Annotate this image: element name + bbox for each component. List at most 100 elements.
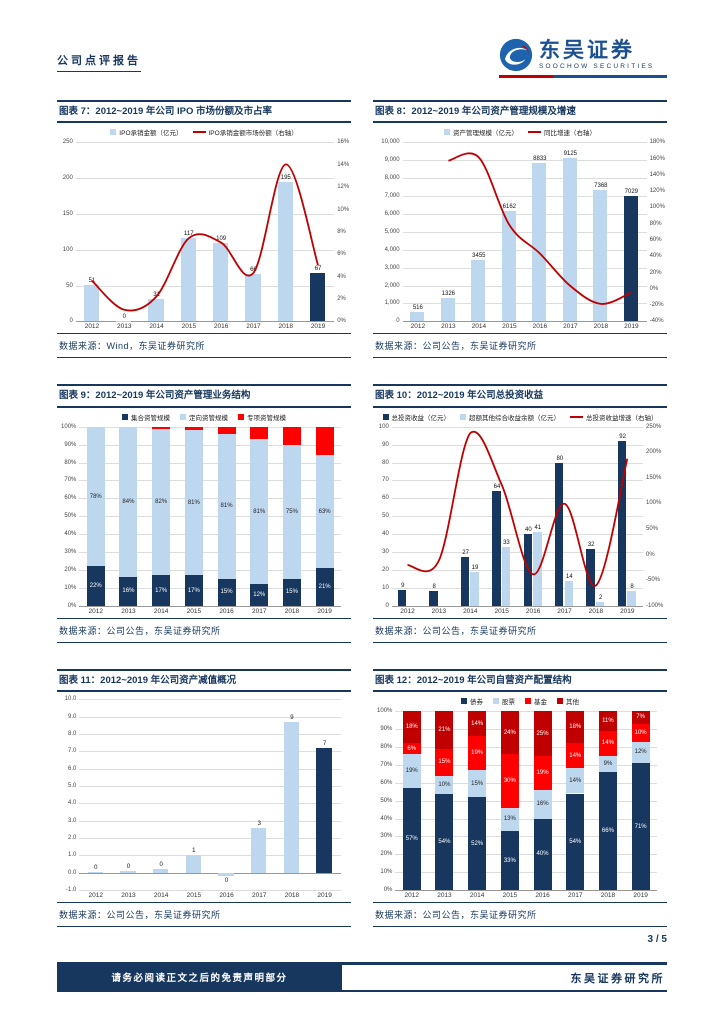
stacked-bar-segment (152, 428, 171, 576)
gridline (79, 890, 341, 892)
gridline (79, 716, 341, 718)
legend-line-swatch (570, 415, 583, 418)
x-axis-label: 2017 (557, 607, 572, 615)
chart-block-10: 图表 10：2012~2019 年公司总投资收益 总投资收益（亿元） 超额其他综合… (373, 384, 667, 643)
gridline (402, 196, 647, 198)
stacked-bar-segment (217, 578, 236, 606)
bar-value-label: 0 (122, 314, 126, 321)
bar (595, 602, 605, 606)
stacked-bar-segment (119, 577, 138, 606)
gridline (79, 426, 341, 428)
x-axis-label: 2012 (410, 323, 426, 331)
gridline (75, 213, 335, 215)
x-axis-label: 2018 (284, 607, 300, 615)
chart-plot: 0 50 100 150 200 250 0% 2% 4% 6% 8% 10% 12% 14% 16% 201… (59, 137, 349, 333)
chart-plot: 0% 10% 20% 30% 40% 50% 60% 70% 80% 90% 100% 2012 201… (59, 422, 349, 618)
gridline (79, 855, 341, 857)
y-axis-label: 60 (382, 495, 389, 502)
y-axis-label: 5.0 (68, 782, 77, 789)
x-axis-label: 2019 (310, 323, 326, 331)
legend-swatch (382, 413, 389, 420)
x-axis-label: 2012 (400, 607, 415, 615)
gridline (391, 444, 643, 446)
y-axis-label: 10.0 (64, 696, 77, 703)
x-axis-label: 2016 (213, 323, 229, 331)
legend-item: 股票 (493, 696, 515, 706)
stacked-bar-segment (217, 426, 236, 434)
y2-axis-label: -40% (649, 318, 664, 325)
legend-item: 债券 (461, 696, 483, 706)
legend-swatch (557, 698, 563, 705)
x-axis-label: 2015 (186, 607, 202, 615)
segment-label: 15% (471, 780, 484, 787)
gridline (395, 836, 657, 838)
y-axis-label: 10,000 (381, 139, 400, 146)
x-axis-label: 2014 (469, 892, 485, 900)
legend-item: 总投资收益（亿元） (382, 412, 450, 422)
brand-name-en: SOOCHOW SECURITIES (539, 63, 655, 70)
chart-title-7: 图表 7：2012~2019 年公司 IPO 市场份额及市占率 (57, 100, 351, 124)
y2-axis-label: -20% (649, 302, 664, 309)
legend-line-swatch (192, 131, 206, 134)
x-axis-label: 2014 (463, 607, 478, 615)
gridline (395, 818, 657, 820)
x-axis-label: 2015 (502, 892, 518, 900)
x-axis-label: 2017 (568, 892, 583, 900)
bar (410, 312, 425, 322)
bar (471, 259, 486, 322)
x-axis-label: 2019 (317, 607, 332, 615)
stacked-bar-segment (184, 575, 203, 606)
gridline (391, 569, 643, 571)
y-axis-label: 0 (69, 318, 73, 325)
stacked-bar-segment (598, 730, 617, 756)
report-type-label: 公司点评报告 (57, 52, 141, 72)
segment-label: 17% (155, 587, 168, 594)
bar (586, 548, 595, 606)
bar (120, 871, 136, 873)
bar-value-label: 7368 (594, 182, 608, 189)
charts-grid: 图表 7：2012~2019 年公司 IPO 市场份额及市占率 IPO承销金额（… (57, 100, 667, 928)
bar-value-label: 516 (412, 305, 423, 312)
axis-zero-line (391, 605, 643, 607)
bar (277, 181, 293, 322)
gridline (79, 480, 341, 482)
y2-axis-label: 180% (649, 139, 665, 146)
bar-value-label: 2 (598, 595, 603, 602)
stacked-bar-segment (402, 711, 421, 744)
gridline (79, 444, 341, 446)
segment-label: 24% (503, 729, 516, 736)
bar (533, 532, 542, 606)
bar-value-label: 0 (126, 864, 131, 871)
x-axis-label: 2016 (219, 607, 234, 615)
x-axis-label: 2017 (246, 323, 261, 331)
legend-swatch (122, 413, 128, 420)
gridline (391, 462, 643, 464)
chart-block-11: 图表 11：2012~2019 年公司资产减值概况 -1.0 0.0 1.0 2.0 3… (57, 668, 351, 928)
gridline (79, 534, 341, 536)
gridline (79, 587, 341, 589)
bar (562, 158, 577, 322)
bar-value-label: 109 (216, 236, 227, 243)
y-axis-label: 90 (382, 441, 389, 448)
bar-value-label: 67 (314, 266, 322, 273)
chart-legend: 资产管理规模（亿元） 同比增速（右轴） (375, 125, 665, 137)
y-axis-label: 20% (64, 566, 77, 573)
y2-axis-label: 12% (337, 184, 350, 191)
chart-legend: IPO承销金额（亿元） IPO承销金额市场份额（右轴） (59, 125, 349, 137)
y-axis-label: 80% (64, 459, 77, 466)
legend-label: 其他 (566, 699, 579, 707)
bar (398, 589, 407, 606)
stacked-bar-segment (152, 575, 171, 606)
gridline (395, 872, 657, 874)
stacked-bar-segment (598, 755, 617, 773)
y-axis-label: 70% (64, 477, 77, 484)
bar (564, 580, 573, 606)
bar-value-label: 19 (471, 564, 479, 571)
x-axis-label: 2014 (471, 323, 487, 331)
gridline (402, 231, 647, 233)
legend-swatch (180, 413, 186, 420)
y2-axis-label: 10% (337, 206, 350, 213)
segment-label: 15% (285, 589, 298, 596)
axis-zero-line (79, 872, 341, 874)
segment-label: 14% (569, 752, 582, 759)
